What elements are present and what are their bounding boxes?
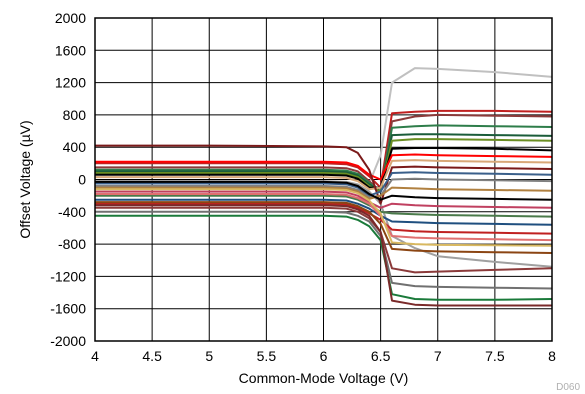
series-line: [95, 188, 553, 247]
series-line: [95, 201, 553, 254]
series-line: [95, 171, 553, 197]
series-line: [95, 214, 553, 301]
y-tick-label: 1200: [55, 75, 86, 91]
series-line: [95, 198, 553, 226]
y-tick-label: -2000: [50, 333, 86, 349]
series-line: [95, 210, 553, 290]
series-lines: [95, 67, 553, 307]
y-tick-label: -800: [58, 236, 86, 252]
x-tick-label: 4.5: [142, 348, 162, 364]
x-tick-labels: 4 4.5 5 5.5 6 6.5 7 7.5 8: [91, 348, 556, 364]
x-tick-label: 8: [548, 348, 556, 364]
x-tick-label: 7.5: [485, 348, 505, 364]
series-line: [95, 144, 553, 205]
x-tick-label: 4: [91, 348, 99, 364]
x-tick-label: 6.5: [371, 348, 391, 364]
x-tick-label: 5.5: [257, 348, 277, 364]
y-tick-label: 800: [63, 107, 87, 123]
y-tick-labels: -2000 -1600 -1200 -800 -400 0 400 800 1200 1600 20…: [50, 10, 86, 349]
series-line: [95, 153, 553, 181]
x-tick-label: 6: [320, 348, 328, 364]
y-tick-label: 0: [78, 172, 86, 188]
y-tick-label: -1600: [50, 301, 86, 317]
y-tick-label: -1200: [50, 268, 86, 284]
plot-frame: [94, 17, 553, 342]
y-axis-title: Offset Voltage (µV): [17, 120, 33, 238]
series-line: [95, 193, 553, 242]
series-line: [95, 204, 552, 307]
x-axis-title: Common-Mode Voltage (V): [239, 370, 409, 386]
x-tick-label: 7: [434, 348, 442, 364]
x-tick-label: 5: [205, 348, 213, 364]
series-line: [95, 190, 553, 209]
y-tick-label: 1600: [55, 42, 86, 58]
y-tick-label: 2000: [55, 10, 86, 26]
y-tick-label: 400: [63, 139, 87, 155]
y-tick-label: -400: [58, 204, 86, 220]
series-line: [95, 180, 553, 201]
figure-id: D060: [556, 382, 580, 393]
series-line: [95, 109, 553, 189]
